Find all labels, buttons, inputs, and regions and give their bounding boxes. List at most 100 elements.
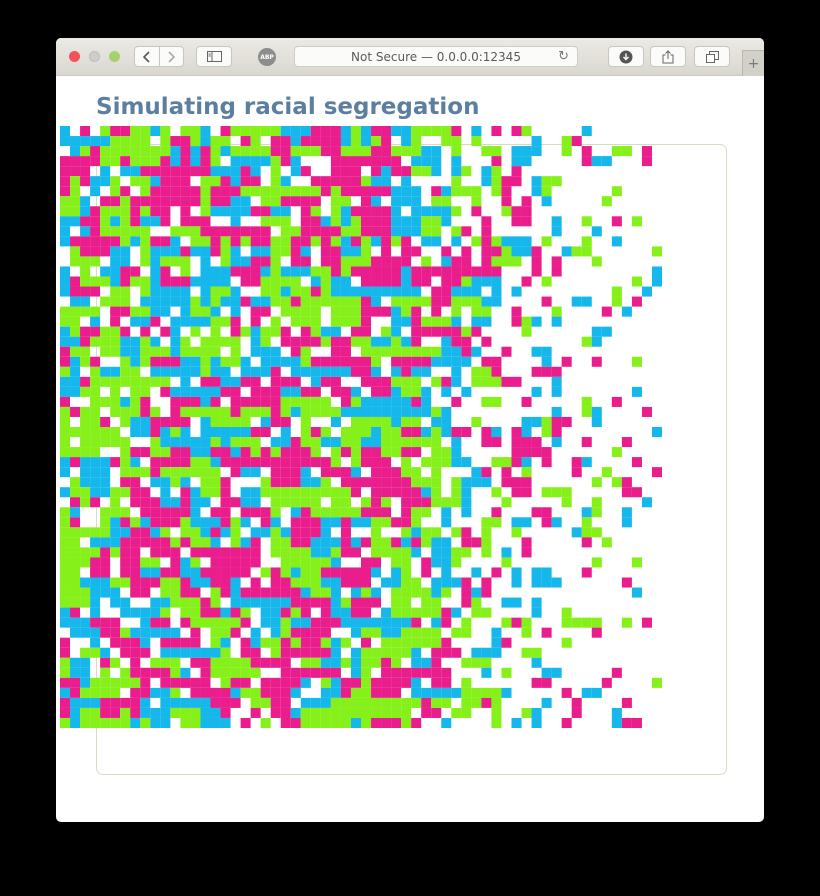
agent-cell <box>381 126 392 137</box>
agent-cell <box>501 256 512 267</box>
close-window-button[interactable] <box>69 51 80 62</box>
agent-cell <box>60 557 71 568</box>
agent-cell <box>160 707 171 718</box>
downloads-button[interactable] <box>608 46 644 67</box>
agent-cell <box>471 477 482 488</box>
agent-cell <box>260 286 271 297</box>
agent-cell <box>330 416 341 427</box>
agent-cell <box>260 527 271 538</box>
agent-cell <box>300 507 311 518</box>
agent-cell <box>130 126 141 137</box>
agent-cell <box>150 256 161 267</box>
agent-cell <box>491 457 502 468</box>
agent-cell <box>361 326 372 337</box>
agent-cell <box>461 256 472 267</box>
agent-cell <box>90 557 101 568</box>
agent-cell <box>230 226 241 237</box>
agent-cell <box>310 176 321 187</box>
browser-toolbar: ABP Not Secure — 0.0.0.0:12345 ↻ + <box>56 38 764 76</box>
simulation-grid <box>60 126 662 728</box>
agent-cell <box>70 336 81 347</box>
agent-cell <box>371 627 382 638</box>
agent-cell <box>350 647 361 658</box>
agent-cell <box>120 547 131 558</box>
agent-cell <box>320 326 331 337</box>
agent-cell <box>150 577 161 588</box>
agent-cell <box>401 226 412 237</box>
agent-cell <box>481 667 492 678</box>
address-bar[interactable]: Not Secure — 0.0.0.0:12345 ↻ <box>294 46 578 67</box>
agent-cell <box>330 126 341 137</box>
agent-cell <box>220 246 231 257</box>
agent-cell <box>441 457 452 468</box>
agent-cell <box>290 707 301 718</box>
agent-cell <box>611 216 622 227</box>
history-nav <box>134 46 184 67</box>
agent-cell <box>391 406 402 417</box>
agent-cell <box>421 276 432 287</box>
agent-cell <box>110 126 121 137</box>
agent-cell <box>130 697 141 708</box>
agent-cell <box>451 366 462 377</box>
sidebar-button[interactable] <box>196 46 232 67</box>
agent-cell <box>541 186 552 197</box>
agent-cell <box>180 186 191 197</box>
agent-cell <box>270 647 281 658</box>
agent-cell <box>160 567 171 578</box>
agent-cell <box>431 156 442 167</box>
agent-cell <box>160 517 171 528</box>
agent-cell <box>361 366 372 377</box>
agent-cell <box>140 617 151 628</box>
adblock-icon[interactable]: ABP <box>258 48 276 66</box>
agent-cell <box>80 246 91 257</box>
agent-cell <box>481 256 492 267</box>
agent-cell <box>330 657 341 668</box>
agent-cell <box>491 256 502 267</box>
agent-cell <box>170 457 181 468</box>
agent-cell <box>80 677 91 688</box>
agent-cell <box>240 176 251 187</box>
agent-cell <box>210 447 221 458</box>
share-icon <box>662 49 674 63</box>
agent-cell <box>110 587 121 598</box>
agent-cell <box>361 356 372 367</box>
back-button[interactable] <box>135 47 159 66</box>
agent-cell <box>100 457 111 468</box>
agent-cell <box>280 617 291 628</box>
agent-cell <box>381 637 392 648</box>
agent-cell <box>80 326 91 337</box>
agent-cell <box>100 687 111 698</box>
agent-cell <box>180 537 191 548</box>
agent-cell <box>200 537 211 548</box>
agent-cell <box>250 256 261 267</box>
agent-cell <box>290 597 301 608</box>
agent-cell <box>451 146 462 157</box>
show-tabs-button[interactable] <box>694 46 730 67</box>
agent-cell <box>250 547 261 558</box>
zoom-window-button[interactable] <box>109 51 120 62</box>
agent-cell <box>591 256 602 267</box>
agent-cell <box>160 487 171 498</box>
agent-cell <box>290 667 301 678</box>
reload-icon[interactable]: ↻ <box>558 49 569 64</box>
agent-cell <box>531 447 542 458</box>
agent-cell <box>371 427 382 438</box>
agent-cell <box>100 657 111 668</box>
agent-cell <box>270 587 281 598</box>
agent-cell <box>320 186 331 197</box>
new-tab-button[interactable]: + <box>742 50 764 76</box>
forward-button[interactable] <box>158 47 184 66</box>
agent-cell <box>240 467 251 478</box>
agent-cell <box>521 707 532 718</box>
agent-cell <box>411 547 422 558</box>
agent-cell <box>120 697 131 708</box>
agent-cell <box>350 457 361 468</box>
agent-cell <box>290 547 301 558</box>
agent-cell <box>350 627 361 638</box>
agent-cell <box>190 236 201 247</box>
share-button[interactable] <box>650 46 686 67</box>
agent-cell <box>170 316 181 327</box>
agent-cell <box>200 126 211 137</box>
agent-cell <box>421 507 432 518</box>
minimize-window-button[interactable] <box>89 51 100 62</box>
